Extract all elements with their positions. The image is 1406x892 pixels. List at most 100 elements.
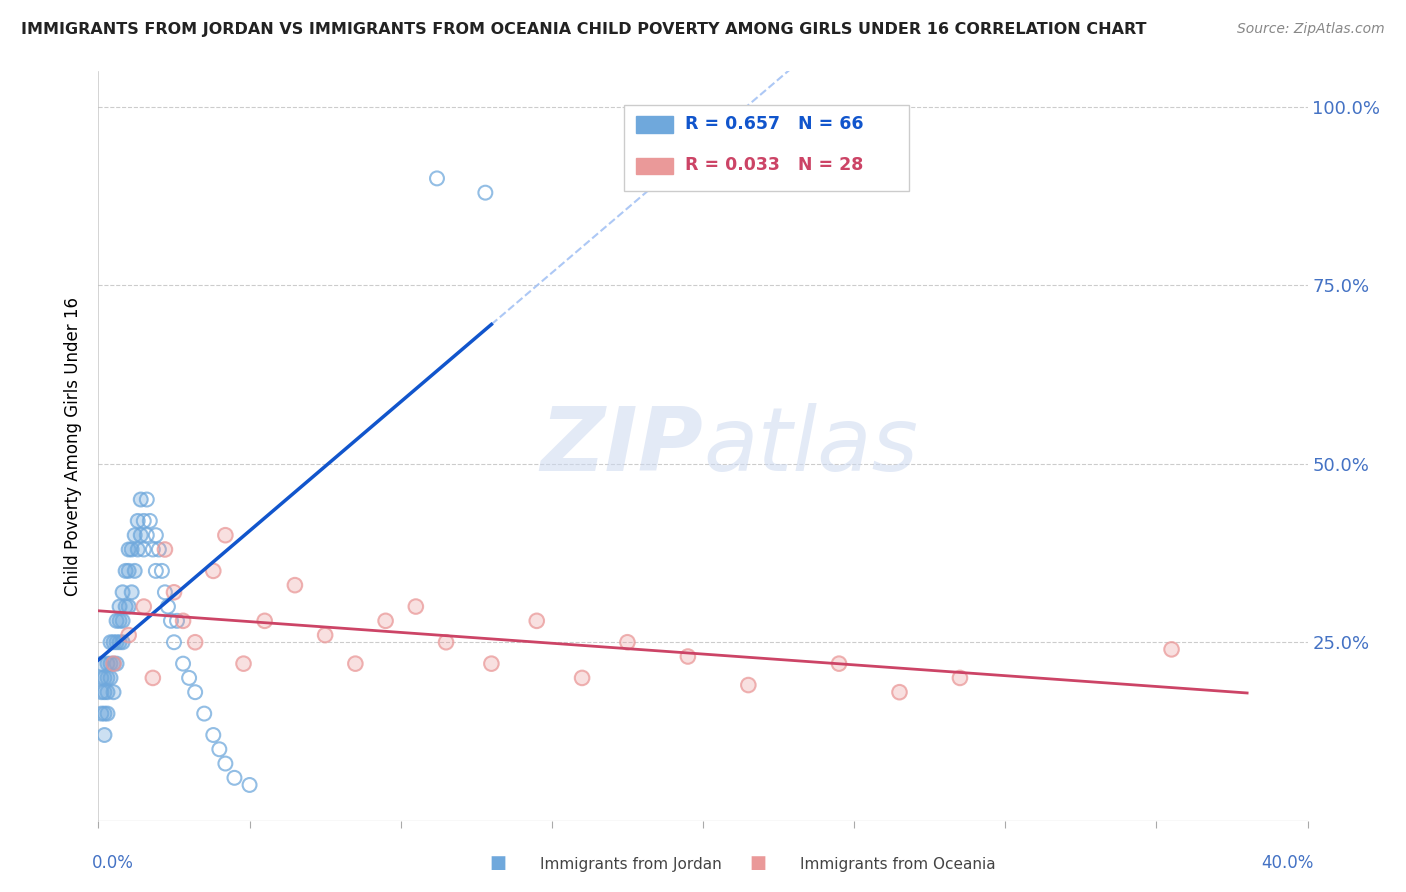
Point: [150, 564, 173, 578]
Point: [103, 657, 125, 671]
Point: [481, 657, 503, 671]
Point: [184, 635, 207, 649]
Point: [949, 671, 972, 685]
Point: [100, 671, 122, 685]
Point: [114, 564, 136, 578]
Point: [202, 728, 225, 742]
Point: [105, 635, 128, 649]
Point: [163, 585, 186, 599]
Point: [314, 628, 336, 642]
Point: [179, 671, 201, 685]
Point: [90, 685, 112, 699]
Point: [426, 171, 449, 186]
Point: [474, 186, 496, 200]
Point: [103, 657, 125, 671]
Point: [118, 542, 141, 557]
Point: [232, 657, 254, 671]
Point: [90, 671, 112, 685]
Point: [121, 585, 143, 599]
Point: [103, 685, 125, 699]
Point: [111, 635, 134, 649]
Point: [405, 599, 427, 614]
Text: Source: ZipAtlas.com: Source: ZipAtlas.com: [1237, 22, 1385, 37]
Point: [166, 614, 188, 628]
Point: [153, 542, 176, 557]
Point: [193, 706, 215, 721]
Point: [127, 514, 149, 528]
Point: [344, 657, 367, 671]
Point: [90, 657, 112, 671]
Point: [90, 706, 112, 721]
Point: [160, 614, 183, 628]
Point: [127, 542, 149, 557]
Point: [153, 542, 176, 557]
Point: [118, 564, 141, 578]
Point: [108, 635, 131, 649]
Point: [202, 564, 225, 578]
Point: [118, 628, 141, 642]
Point: [111, 614, 134, 628]
Point: [208, 742, 231, 756]
Point: [124, 564, 146, 578]
Bar: [637, 116, 672, 133]
Point: [96, 657, 118, 671]
Point: [114, 564, 136, 578]
Point: [526, 614, 548, 628]
Point: [737, 678, 759, 692]
Point: [163, 585, 186, 599]
Point: [284, 578, 307, 592]
Point: [121, 542, 143, 557]
Point: [253, 614, 276, 628]
Point: [129, 528, 152, 542]
Point: [93, 685, 115, 699]
Point: [142, 671, 165, 685]
Point: [96, 671, 118, 685]
Point: [103, 635, 125, 649]
Point: [96, 657, 118, 671]
Y-axis label: Child Poverty Among Girls Under 16: Child Poverty Among Girls Under 16: [65, 296, 83, 596]
Point: [571, 671, 593, 685]
Text: ■: ■: [489, 855, 506, 872]
Point: [148, 542, 170, 557]
Point: [103, 657, 125, 671]
Point: [124, 528, 146, 542]
Point: [111, 614, 134, 628]
Point: [90, 657, 112, 671]
Point: [374, 614, 396, 628]
Point: [93, 671, 115, 685]
Point: [434, 635, 457, 649]
Point: [108, 599, 131, 614]
Point: [132, 599, 155, 614]
Point: [284, 578, 307, 592]
Text: IMMIGRANTS FROM JORDAN VS IMMIGRANTS FROM OCEANIA CHILD POVERTY AMONG GIRLS UNDE: IMMIGRANTS FROM JORDAN VS IMMIGRANTS FRO…: [21, 22, 1146, 37]
Point: [132, 514, 155, 528]
Point: [172, 657, 194, 671]
Bar: [637, 158, 672, 174]
FancyBboxPatch shape: [624, 105, 908, 191]
Point: [132, 599, 155, 614]
Text: ■: ■: [749, 855, 766, 872]
Point: [96, 706, 118, 721]
Point: [100, 657, 122, 671]
Point: [100, 635, 122, 649]
Point: [214, 756, 236, 771]
Point: [145, 528, 167, 542]
Point: [100, 671, 122, 685]
Point: [142, 671, 165, 685]
Point: [105, 635, 128, 649]
Point: [253, 614, 276, 628]
Point: [124, 528, 146, 542]
Point: [90, 706, 112, 721]
Point: [344, 657, 367, 671]
Point: [214, 528, 236, 542]
Point: [118, 628, 141, 642]
Point: [1160, 642, 1182, 657]
Text: R = 0.657   N = 66: R = 0.657 N = 66: [685, 115, 863, 133]
Point: [172, 614, 194, 628]
Point: [93, 728, 115, 742]
Point: [105, 614, 128, 628]
Point: [135, 492, 157, 507]
Point: [111, 585, 134, 599]
Point: [142, 542, 165, 557]
Point: [100, 657, 122, 671]
